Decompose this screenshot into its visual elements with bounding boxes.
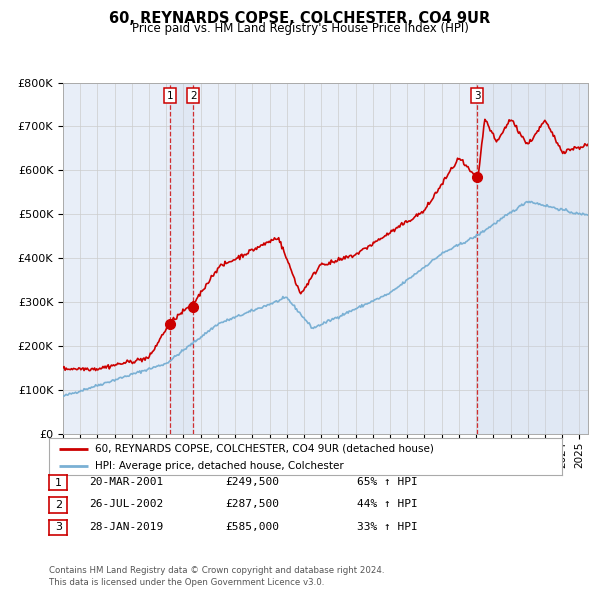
Text: 3: 3 bbox=[55, 523, 62, 532]
Text: £249,500: £249,500 bbox=[225, 477, 279, 487]
Text: 44% ↑ HPI: 44% ↑ HPI bbox=[357, 500, 418, 509]
Text: Price paid vs. HM Land Registry's House Price Index (HPI): Price paid vs. HM Land Registry's House … bbox=[131, 22, 469, 35]
Text: 3: 3 bbox=[474, 91, 481, 101]
Text: Contains HM Land Registry data © Crown copyright and database right 2024.
This d: Contains HM Land Registry data © Crown c… bbox=[49, 566, 385, 587]
Text: 1: 1 bbox=[55, 478, 62, 487]
Text: 2: 2 bbox=[55, 500, 62, 510]
Text: 1: 1 bbox=[167, 91, 173, 101]
Text: 65% ↑ HPI: 65% ↑ HPI bbox=[357, 477, 418, 487]
Text: 20-MAR-2001: 20-MAR-2001 bbox=[89, 477, 163, 487]
Text: 28-JAN-2019: 28-JAN-2019 bbox=[89, 522, 163, 532]
Text: 26-JUL-2002: 26-JUL-2002 bbox=[89, 500, 163, 509]
Bar bbox=[478, 83, 588, 434]
Text: 60, REYNARDS COPSE, COLCHESTER, CO4 9UR (detached house): 60, REYNARDS COPSE, COLCHESTER, CO4 9UR … bbox=[95, 444, 434, 454]
Text: £585,000: £585,000 bbox=[225, 522, 279, 532]
Text: £287,500: £287,500 bbox=[225, 500, 279, 509]
Text: 60, REYNARDS COPSE, COLCHESTER, CO4 9UR: 60, REYNARDS COPSE, COLCHESTER, CO4 9UR bbox=[109, 11, 491, 25]
Bar bbox=[170, 83, 193, 434]
Text: 2: 2 bbox=[190, 91, 197, 101]
Text: 33% ↑ HPI: 33% ↑ HPI bbox=[357, 522, 418, 532]
Text: HPI: Average price, detached house, Colchester: HPI: Average price, detached house, Colc… bbox=[95, 461, 344, 471]
